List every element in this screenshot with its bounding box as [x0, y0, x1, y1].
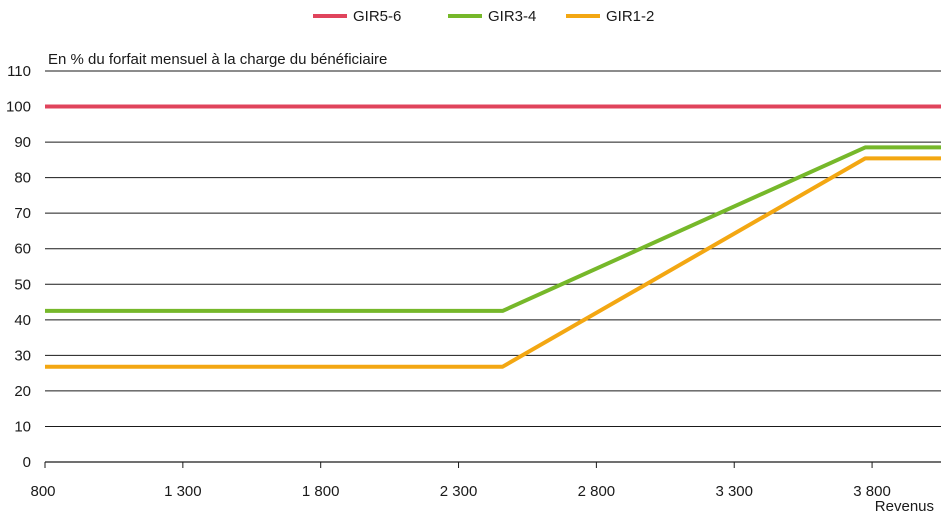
x-tick-label-2300: 2 300	[440, 483, 478, 500]
y-tick-label-40: 40	[14, 312, 31, 329]
y-tick-label-90: 90	[14, 134, 31, 151]
series-line-gir3-4	[45, 145, 941, 313]
y-axis-ticks: 0 10 20 30 40 50 60 70 80 90 100 110	[6, 63, 31, 471]
series-lines	[45, 104, 941, 369]
legend: GIR5-6 GIR3-4 GIR1-2	[313, 8, 654, 25]
y-tick-label-110: 110	[7, 63, 31, 80]
x-tick-label-1300: 1 300	[164, 483, 202, 500]
legend-label-gir3-4: GIR3-4	[488, 8, 536, 25]
series-line-gir1-2	[45, 156, 941, 369]
y-tick-label-80: 80	[14, 170, 31, 187]
x-tick-label-1800: 1 800	[302, 483, 340, 500]
legend-label-gir5-6: GIR5-6	[353, 8, 401, 25]
y-tick-label-50: 50	[14, 276, 31, 293]
x-tick-label-800: 800	[30, 483, 55, 500]
y-tick-label-10: 10	[14, 418, 31, 435]
x-tick-label-3300: 3 300	[715, 483, 753, 500]
grid	[45, 70, 941, 427]
y-tick-label-60: 60	[14, 241, 31, 258]
y-axis-title: En % du forfait mensuel à la charge du b…	[48, 51, 387, 68]
legend-label-gir1-2: GIR1-2	[606, 8, 654, 25]
x-tick-label-3800: 3 800	[853, 483, 891, 500]
y-tick-label-30: 30	[14, 347, 31, 364]
y-tick-label-70: 70	[14, 205, 31, 222]
x-axis: 800 1 300 1 800 2 300 2 800 3 300 3 800	[30, 461, 941, 500]
y-tick-label-100: 100	[6, 99, 31, 116]
y-tick-label-0: 0	[23, 454, 31, 471]
y-tick-label-20: 20	[14, 383, 31, 400]
x-axis-title: Revenus	[875, 498, 934, 515]
x-tick-label-2800: 2 800	[578, 483, 616, 500]
